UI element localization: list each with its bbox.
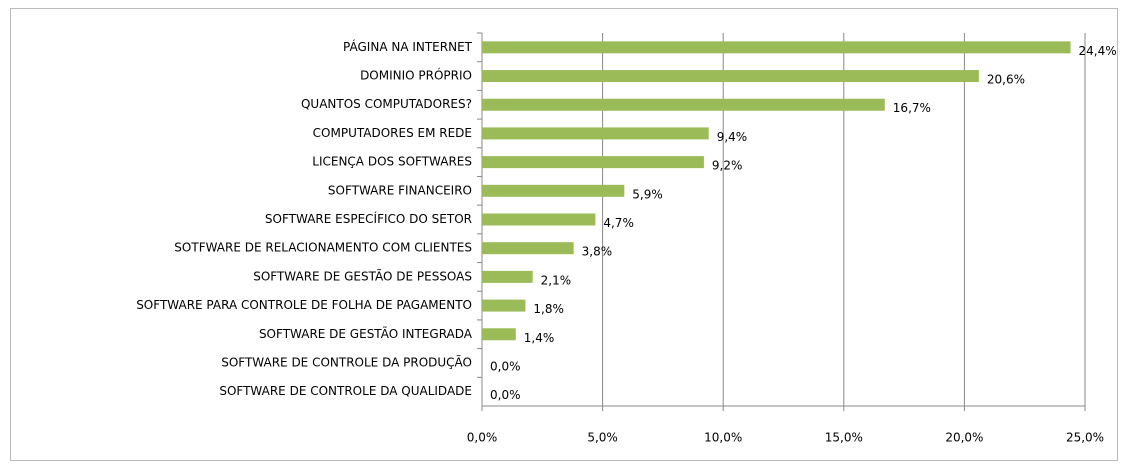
value-label: 20,6% xyxy=(987,73,1025,87)
y-tick-label: PÁGINA NA INTERNET xyxy=(343,39,473,54)
bar xyxy=(482,270,533,283)
y-tick-label: LICENÇA DOS SOFTWARES xyxy=(312,155,472,169)
value-label: 24,4% xyxy=(1079,44,1117,58)
y-tick-label: COMPUTADORES EM REDE xyxy=(313,126,472,140)
bar xyxy=(482,98,885,111)
bar xyxy=(482,299,526,312)
value-label: 1,8% xyxy=(533,302,564,316)
value-label: 3,8% xyxy=(582,245,613,259)
y-tick-label: SOTFWARE DE RELACIONAMENTO COM CLIENTES xyxy=(174,241,472,255)
bar xyxy=(482,213,596,226)
y-tick-label: SOFTWARE DE CONTROLE DA QUALIDADE xyxy=(219,384,472,398)
y-tick-label: SOFTWARE ESPECÍFICO DO SETOR xyxy=(265,211,472,226)
bar xyxy=(482,156,704,169)
value-label: 16,7% xyxy=(893,101,931,115)
y-tick-label: SOFTWARE DE GESTÃO INTEGRADA xyxy=(259,326,473,341)
value-label: 0,0% xyxy=(490,359,521,373)
x-tick-label: 0,0% xyxy=(467,431,498,445)
x-tick-label: 20,0% xyxy=(945,431,983,445)
value-label: 9,4% xyxy=(717,130,748,144)
value-label: 4,7% xyxy=(603,216,634,230)
y-tick-label: SOFTWARE FINANCEIRO xyxy=(328,183,472,197)
y-tick-label: QUANTOS COMPUTADORES? xyxy=(301,97,472,111)
x-tick-label: 15,0% xyxy=(825,431,863,445)
bar xyxy=(482,242,574,255)
bar xyxy=(482,70,979,83)
value-label: 0,0% xyxy=(490,388,521,402)
bar xyxy=(482,41,1071,54)
chart-frame xyxy=(10,8,1118,461)
value-label: 1,4% xyxy=(524,331,555,345)
y-tick-label: DOMINIO PRÓPRIO xyxy=(360,68,472,83)
bar xyxy=(482,328,516,341)
y-tick-label: SOFTWARE DE CONTROLE DA PRODUÇÃO xyxy=(221,354,472,369)
bar xyxy=(482,184,625,197)
x-tick-label: 10,0% xyxy=(704,431,742,445)
y-tick-label: SOFTWARE PARA CONTROLE DE FOLHA DE PAGAM… xyxy=(136,298,472,312)
bar xyxy=(482,127,709,140)
value-label: 9,2% xyxy=(712,159,743,173)
value-label: 5,9% xyxy=(632,187,663,201)
value-label: 2,1% xyxy=(541,273,572,287)
x-tick-label: 25,0% xyxy=(1066,431,1104,445)
y-tick-label: SOFTWARE DE GESTÃO DE PESSOAS xyxy=(253,268,472,283)
x-tick-label: 5,0% xyxy=(587,431,618,445)
